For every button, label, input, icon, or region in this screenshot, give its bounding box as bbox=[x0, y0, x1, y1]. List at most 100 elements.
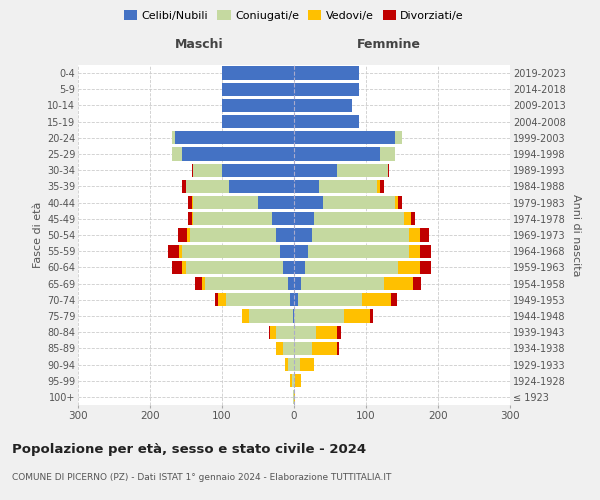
Bar bbox=[294, 82, 359, 96]
Bar bbox=[276, 228, 294, 241]
Bar bbox=[288, 277, 294, 290]
Bar bbox=[294, 244, 308, 258]
Text: Femmine: Femmine bbox=[357, 38, 421, 52]
Bar bbox=[294, 358, 300, 371]
Bar bbox=[193, 164, 222, 177]
Bar bbox=[172, 148, 182, 160]
Bar bbox=[337, 342, 338, 355]
Bar bbox=[284, 358, 288, 371]
Bar bbox=[312, 228, 409, 241]
Bar bbox=[377, 180, 380, 193]
Bar bbox=[294, 228, 312, 241]
Bar bbox=[300, 358, 314, 371]
Bar bbox=[242, 310, 250, 322]
Bar bbox=[222, 99, 294, 112]
Bar bbox=[280, 244, 294, 258]
Bar bbox=[276, 326, 294, 339]
Text: COMUNE DI PICERNO (PZ) - Dati ISTAT 1° gennaio 2024 - Elaborazione TUTTITALIA.IT: COMUNE DI PICERNO (PZ) - Dati ISTAT 1° g… bbox=[12, 472, 391, 482]
Bar bbox=[293, 310, 294, 322]
Bar bbox=[420, 228, 428, 241]
Bar bbox=[186, 180, 229, 193]
Bar bbox=[182, 148, 294, 160]
Bar bbox=[294, 293, 298, 306]
Bar bbox=[301, 277, 384, 290]
Bar bbox=[294, 196, 323, 209]
Bar bbox=[175, 131, 294, 144]
Bar bbox=[188, 196, 192, 209]
Y-axis label: Anni di nascita: Anni di nascita bbox=[571, 194, 581, 276]
Bar bbox=[193, 212, 272, 226]
Y-axis label: Fasce di età: Fasce di età bbox=[32, 202, 43, 268]
Bar bbox=[391, 293, 397, 306]
Bar bbox=[294, 148, 380, 160]
Bar bbox=[362, 293, 391, 306]
Bar bbox=[294, 66, 359, 80]
Bar bbox=[412, 212, 415, 226]
Text: Maschi: Maschi bbox=[175, 38, 223, 52]
Bar bbox=[404, 212, 412, 226]
Bar bbox=[293, 390, 294, 404]
Bar bbox=[314, 212, 404, 226]
Bar bbox=[283, 260, 294, 274]
Bar bbox=[294, 131, 395, 144]
Bar bbox=[388, 164, 389, 177]
Bar bbox=[305, 260, 398, 274]
Bar bbox=[205, 277, 288, 290]
Bar bbox=[413, 277, 421, 290]
Text: Popolazione per età, sesso e stato civile - 2024: Popolazione per età, sesso e stato civil… bbox=[12, 442, 366, 456]
Bar bbox=[337, 326, 341, 339]
Bar bbox=[222, 82, 294, 96]
Bar bbox=[182, 260, 186, 274]
Bar bbox=[294, 342, 312, 355]
Bar bbox=[294, 374, 295, 388]
Bar bbox=[192, 212, 193, 226]
Bar bbox=[218, 293, 226, 306]
Bar bbox=[294, 326, 316, 339]
Bar bbox=[202, 277, 205, 290]
Bar bbox=[290, 374, 292, 388]
Bar bbox=[294, 115, 359, 128]
Bar bbox=[172, 131, 175, 144]
Bar bbox=[229, 180, 294, 193]
Bar bbox=[269, 326, 270, 339]
Bar bbox=[319, 180, 377, 193]
Bar bbox=[272, 212, 294, 226]
Bar bbox=[294, 99, 352, 112]
Bar bbox=[298, 293, 362, 306]
Bar bbox=[420, 244, 431, 258]
Bar bbox=[270, 326, 276, 339]
Bar bbox=[409, 244, 420, 258]
Bar bbox=[292, 374, 294, 388]
Bar bbox=[168, 244, 179, 258]
Bar bbox=[384, 277, 413, 290]
Bar bbox=[192, 196, 193, 209]
Bar bbox=[409, 228, 420, 241]
Bar bbox=[370, 310, 373, 322]
Bar bbox=[294, 390, 295, 404]
Bar bbox=[222, 115, 294, 128]
Bar bbox=[188, 212, 192, 226]
Bar bbox=[192, 164, 193, 177]
Bar bbox=[316, 326, 337, 339]
Bar bbox=[395, 196, 398, 209]
Bar bbox=[294, 180, 319, 193]
Bar bbox=[380, 180, 384, 193]
Bar bbox=[344, 310, 370, 322]
Bar bbox=[290, 293, 294, 306]
Bar bbox=[182, 180, 186, 193]
Bar bbox=[276, 342, 283, 355]
Bar bbox=[294, 277, 301, 290]
Bar bbox=[182, 244, 280, 258]
Bar bbox=[294, 164, 337, 177]
Bar bbox=[215, 293, 218, 306]
Legend: Celibi/Nubili, Coniugati/e, Vedovi/e, Divorziati/e: Celibi/Nubili, Coniugati/e, Vedovi/e, Di… bbox=[122, 8, 466, 24]
Bar bbox=[323, 196, 395, 209]
Bar bbox=[179, 244, 182, 258]
Bar bbox=[186, 260, 283, 274]
Bar bbox=[395, 131, 402, 144]
Bar bbox=[194, 277, 202, 290]
Bar bbox=[398, 196, 402, 209]
Bar bbox=[258, 196, 294, 209]
Bar bbox=[294, 310, 344, 322]
Bar bbox=[398, 260, 420, 274]
